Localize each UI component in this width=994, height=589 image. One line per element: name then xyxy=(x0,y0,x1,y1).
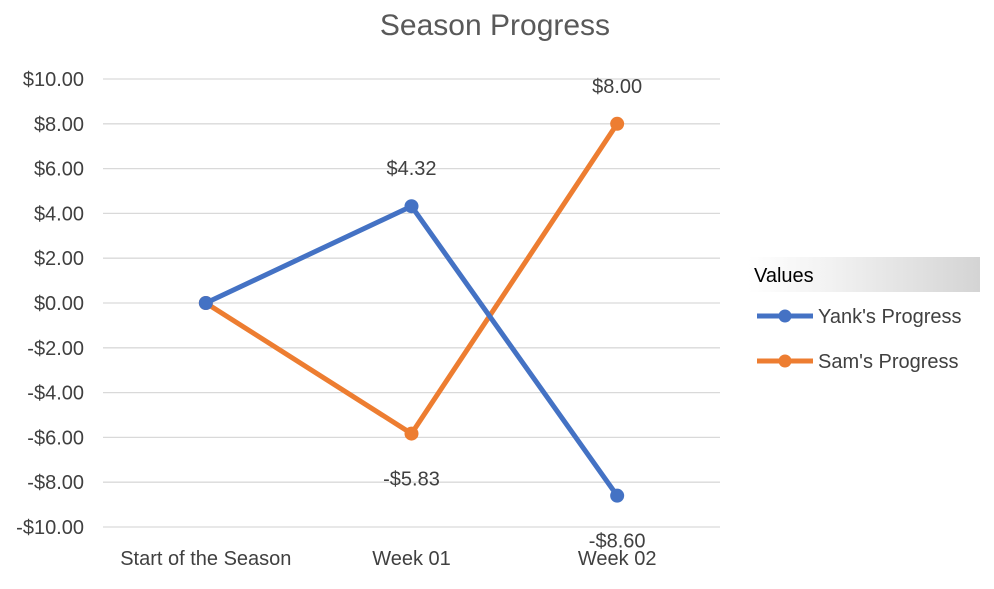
x-tick-label: Start of the Season xyxy=(120,548,291,570)
y-tick-label: -$10.00 xyxy=(16,517,84,539)
y-tick-label: $8.00 xyxy=(34,114,84,136)
y-tick-label: $4.00 xyxy=(34,203,84,225)
series-0 xyxy=(198,199,625,503)
y-tick-label: $0.00 xyxy=(34,293,84,315)
y-tick-label: $2.00 xyxy=(34,248,84,270)
y-tick-label: -$2.00 xyxy=(27,338,84,360)
legend: Values Yank's Progress Sam's Progress xyxy=(748,257,980,373)
gridlines xyxy=(103,78,720,528)
data-point xyxy=(404,199,419,214)
data-label: -$8.60 xyxy=(589,531,646,553)
data-labels: $4.32 -$8.60 -$5.83 $8.00 xyxy=(383,76,645,553)
x-tick-label: Week 01 xyxy=(372,548,451,570)
y-tick-label: -$4.00 xyxy=(27,383,84,405)
series-lines xyxy=(198,116,625,503)
data-point xyxy=(198,296,213,310)
y-tick-label: -$6.00 xyxy=(27,427,84,449)
legend-label: Sam's Progress xyxy=(818,351,959,373)
x-axis-tick-labels: Start of the Season Week 01 Week 02 xyxy=(120,548,656,570)
y-tick-label: $10.00 xyxy=(23,69,84,91)
data-label: $4.32 xyxy=(386,158,436,180)
legend-marker xyxy=(778,309,792,323)
legend-entry: Yank's Progress xyxy=(757,306,962,328)
legend-title-background xyxy=(748,257,980,292)
data-point xyxy=(610,488,625,503)
chart-title: Season Progress xyxy=(380,9,610,42)
legend-marker xyxy=(778,354,792,368)
y-tick-label: -$8.00 xyxy=(27,472,84,494)
data-point xyxy=(610,116,625,131)
legend-label: Yank's Progress xyxy=(818,306,962,328)
y-axis-tick-labels: $10.00 $8.00 $6.00 $4.00 $2.00 $0.00 -$2.00 -$4… xyxy=(16,69,84,539)
x-tick-label: Week 02 xyxy=(578,548,657,570)
y-tick-label: $6.00 xyxy=(34,159,84,181)
legend-entry: Sam's Progress xyxy=(757,351,959,373)
data-label: $8.00 xyxy=(592,76,642,98)
series-line xyxy=(203,203,620,499)
legend-title: Values xyxy=(754,265,814,287)
data-label: -$5.83 xyxy=(383,469,440,491)
data-point xyxy=(404,426,419,441)
